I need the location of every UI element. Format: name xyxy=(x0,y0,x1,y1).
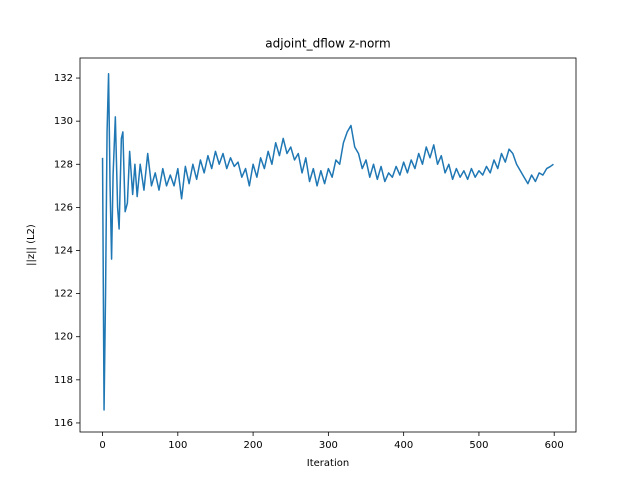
x-tick-label: 600 xyxy=(545,440,564,451)
y-tick-label: 130 xyxy=(54,116,73,127)
x-tick-label: 100 xyxy=(168,440,187,451)
chart-title: adjoint_dflow z-norm xyxy=(265,37,390,51)
x-tick-label: 500 xyxy=(469,440,488,451)
x-tick-label: 200 xyxy=(244,440,263,451)
plot-frame xyxy=(79,57,577,433)
y-tick-label: 132 xyxy=(54,73,73,84)
y-tick-label: 118 xyxy=(54,375,73,386)
x-axis-label: Iteration xyxy=(307,458,349,469)
x-tick-label: 300 xyxy=(319,440,338,451)
y-tick-label: 124 xyxy=(54,245,73,256)
y-tick-label: 122 xyxy=(54,289,73,300)
y-tick-label: 128 xyxy=(54,159,73,170)
y-tick-label: 126 xyxy=(54,202,73,213)
data-line xyxy=(101,72,554,411)
x-tick-label: 0 xyxy=(99,440,105,451)
x-tick-label: 400 xyxy=(394,440,413,451)
y-tick-label: 120 xyxy=(54,332,73,343)
y-tick-label: 116 xyxy=(54,418,73,429)
y-axis-label: ||z|| (L2) xyxy=(26,224,37,266)
